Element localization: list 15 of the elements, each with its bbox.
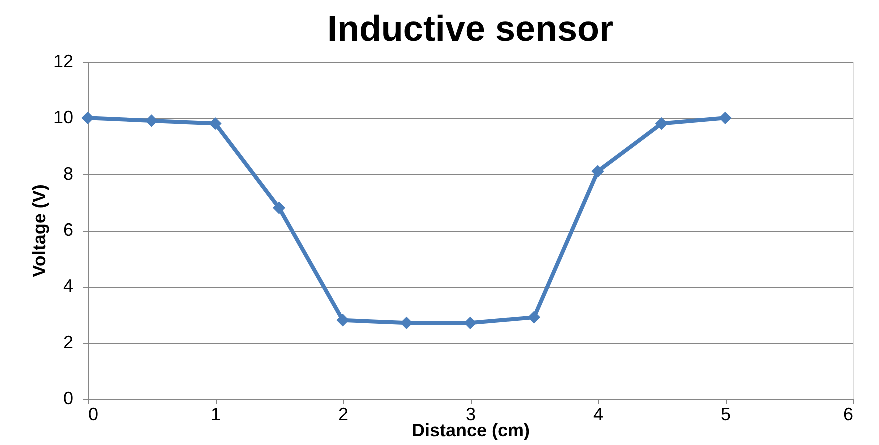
y-tick-label: 6 — [63, 220, 74, 240]
x-tick-label: 4 — [593, 404, 604, 424]
x-tick-label: 6 — [843, 404, 854, 424]
y-tick-label: 12 — [53, 52, 74, 72]
y-axis-title: Voltage (V) — [29, 184, 50, 278]
y-tick-label: 10 — [53, 108, 74, 128]
x-tick-label: 1 — [210, 404, 222, 424]
x-tick-label: 0 — [88, 404, 99, 424]
chart-title: Inductive sensor — [327, 8, 614, 49]
y-tick-label: 4 — [63, 276, 74, 296]
y-tick-label: 2 — [63, 332, 74, 352]
x-tick-label: 2 — [338, 404, 349, 424]
y-tick-label: 0 — [63, 388, 74, 408]
y-tick-label: 8 — [63, 164, 74, 184]
x-tick-label: 5 — [720, 404, 732, 424]
